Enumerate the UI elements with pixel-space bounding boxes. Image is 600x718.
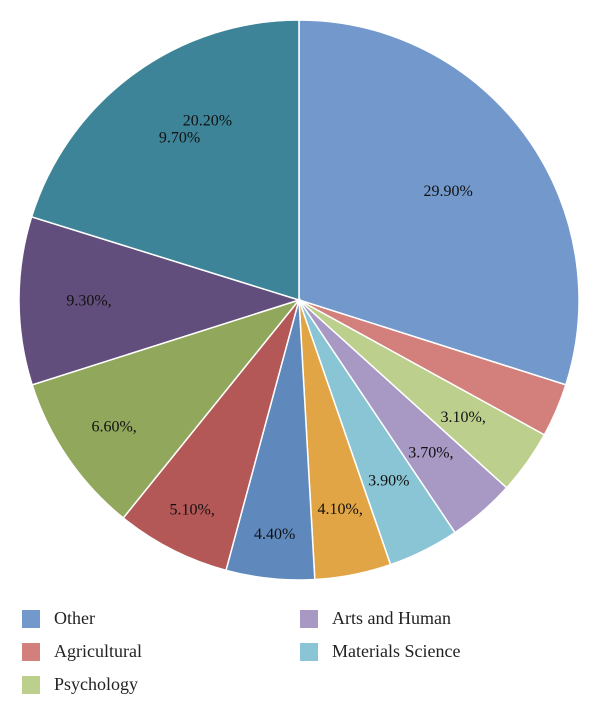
- pie-slice-label: 5.10%,: [170, 502, 215, 519]
- legend-label: Psychology: [54, 674, 139, 694]
- pie-slice-label: 3.90%: [368, 472, 409, 489]
- pie-slice: [122, 299, 300, 572]
- legend-item-psychology: Psychology: [22, 674, 138, 695]
- legend-label: Materials Science: [332, 641, 461, 661]
- pie-slice: [30, 19, 300, 302]
- legend-label: Other: [54, 608, 95, 628]
- pie-slices: [18, 19, 580, 581]
- pie-slice-label: 6.60%,: [91, 418, 136, 435]
- pie-slice-label: 9.30%,: [66, 293, 111, 310]
- legend-swatch: [300, 642, 318, 661]
- pie-chart: 29.90% 3.10%, 3.70%, 3.90% 4.10%, 4.40% 5.10%,…: [18, 19, 580, 581]
- pie-slice-label: 20.20%: [183, 112, 232, 129]
- pie-slice-label: 29.90%: [424, 183, 473, 200]
- pie-slice-label: 3.70%,: [408, 444, 453, 461]
- pie-labels: 29.90% 3.10%, 3.70%, 3.90% 4.10%, 4.40% 5.10%,…: [66, 112, 486, 543]
- pie-slice-label: 4.10%,: [318, 501, 363, 518]
- legend-item-materials-science: Materials Science: [300, 641, 460, 662]
- legend-swatch: [300, 609, 318, 628]
- pie-slice-label: 3.10%,: [441, 409, 486, 426]
- pie-slice: [18, 215, 302, 386]
- pie-slice: [298, 19, 580, 386]
- legend-item-other: Other: [22, 608, 95, 629]
- pie-slice-label: 9.70%: [159, 130, 200, 147]
- legend-label: Arts and Human: [332, 608, 451, 628]
- legend-item-agricultural: Agricultural: [22, 641, 142, 662]
- legend-swatch: [22, 675, 40, 694]
- legend-label: Agricultural: [54, 641, 142, 661]
- legend-swatch: [22, 642, 40, 661]
- legend-item-arts-and-human: Arts and Human: [300, 608, 451, 629]
- legend-swatch: [22, 609, 40, 628]
- pie-slice-label: 4.40%: [254, 526, 295, 543]
- pie-slice: [31, 298, 302, 520]
